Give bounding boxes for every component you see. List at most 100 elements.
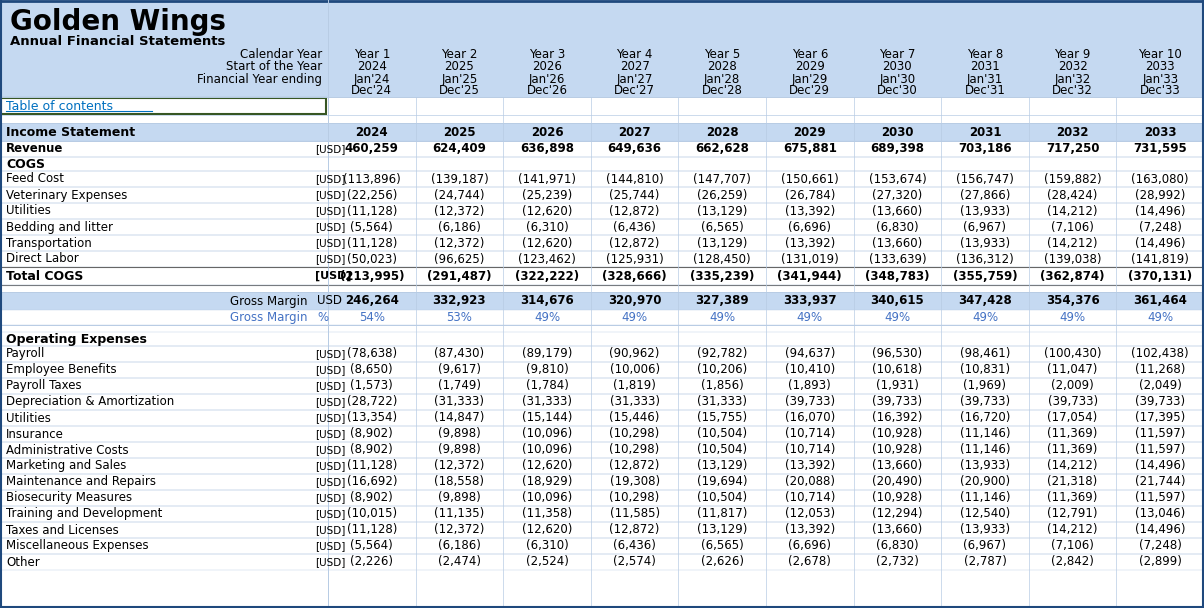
- Text: (15,144): (15,144): [521, 412, 572, 424]
- Text: (11,817): (11,817): [697, 508, 748, 520]
- Bar: [0, 97, 1204, 115]
- Bar: [0, 235, 1204, 251]
- Text: (2,787): (2,787): [963, 556, 1007, 568]
- Text: Year 6: Year 6: [791, 49, 828, 61]
- Text: (6,310): (6,310): [526, 221, 568, 233]
- Text: (13,933): (13,933): [960, 460, 1010, 472]
- Text: (14,212): (14,212): [1047, 523, 1098, 536]
- Text: (102,438): (102,438): [1132, 348, 1190, 361]
- Text: (39,733): (39,733): [873, 395, 922, 409]
- Text: (1,749): (1,749): [438, 379, 480, 393]
- Text: (10,096): (10,096): [521, 443, 572, 457]
- Text: (13,129): (13,129): [697, 523, 748, 536]
- Text: (11,369): (11,369): [1047, 443, 1098, 457]
- Text: 314,676: 314,676: [520, 294, 574, 308]
- Text: (144,810): (144,810): [606, 173, 663, 185]
- Text: (16,720): (16,720): [960, 412, 1010, 424]
- Text: (2,574): (2,574): [613, 556, 656, 568]
- Text: (12,872): (12,872): [609, 460, 660, 472]
- Text: (113,896): (113,896): [343, 173, 401, 185]
- Text: (322,222): (322,222): [515, 269, 579, 283]
- Text: Marketing and Sales: Marketing and Sales: [6, 460, 126, 472]
- Text: (13,354): (13,354): [347, 412, 397, 424]
- Text: (11,128): (11,128): [347, 237, 397, 249]
- Text: Jan'24: Jan'24: [354, 72, 390, 86]
- Text: [USD]: [USD]: [315, 429, 346, 439]
- Text: [USD]: [USD]: [315, 190, 346, 200]
- Text: 332,923: 332,923: [432, 294, 486, 308]
- Text: Year 2: Year 2: [441, 49, 478, 61]
- Text: (136,312): (136,312): [956, 252, 1014, 266]
- Text: 2030: 2030: [883, 61, 913, 74]
- Text: Financial Year ending: Financial Year ending: [197, 72, 321, 86]
- Text: 49%: 49%: [972, 311, 998, 324]
- Text: (13,933): (13,933): [960, 237, 1010, 249]
- Text: (156,747): (156,747): [956, 173, 1014, 185]
- Text: (31,333): (31,333): [697, 395, 748, 409]
- Text: (10,504): (10,504): [697, 491, 748, 505]
- Text: (2,626): (2,626): [701, 556, 744, 568]
- Text: (13,129): (13,129): [697, 460, 748, 472]
- Text: Jan'27: Jan'27: [616, 72, 653, 86]
- Text: (50,023): (50,023): [347, 252, 397, 266]
- Text: (10,206): (10,206): [697, 364, 748, 376]
- Text: (12,372): (12,372): [435, 523, 484, 536]
- Text: (12,372): (12,372): [435, 204, 484, 218]
- Text: Year 10: Year 10: [1138, 49, 1182, 61]
- Text: (153,674): (153,674): [868, 173, 926, 185]
- Text: (31,333): (31,333): [609, 395, 660, 409]
- Text: (10,015): (10,015): [347, 508, 397, 520]
- Text: (15,446): (15,446): [609, 412, 660, 424]
- Text: (7,106): (7,106): [1051, 221, 1094, 233]
- Text: (28,722): (28,722): [347, 395, 397, 409]
- Text: 675,881: 675,881: [783, 142, 837, 156]
- Text: Dec'33: Dec'33: [1140, 85, 1181, 97]
- Text: (1,784): (1,784): [526, 379, 568, 393]
- Text: (213,995): (213,995): [340, 269, 405, 283]
- Text: (9,617): (9,617): [438, 364, 480, 376]
- Text: (14,496): (14,496): [1135, 523, 1186, 536]
- Text: 54%: 54%: [359, 311, 385, 324]
- Text: (6,830): (6,830): [877, 539, 919, 553]
- Text: [USD]: [USD]: [315, 445, 346, 455]
- Bar: [0, 474, 1204, 490]
- Text: (7,248): (7,248): [1139, 221, 1181, 233]
- Text: 2025: 2025: [443, 125, 476, 139]
- Text: (16,070): (16,070): [785, 412, 834, 424]
- Bar: [0, 506, 1204, 522]
- Bar: [0, 554, 1204, 570]
- Text: (8,902): (8,902): [350, 491, 394, 505]
- Text: USD: USD: [317, 294, 342, 308]
- Text: (11,369): (11,369): [1047, 491, 1098, 505]
- Text: (5,564): (5,564): [350, 221, 394, 233]
- Text: (39,733): (39,733): [785, 395, 834, 409]
- Text: (28,992): (28,992): [1135, 188, 1186, 201]
- Text: (19,694): (19,694): [697, 475, 748, 488]
- Text: (8,902): (8,902): [350, 443, 394, 457]
- Text: Dec'32: Dec'32: [1052, 85, 1093, 97]
- Text: (328,666): (328,666): [602, 269, 667, 283]
- Text: Payroll Taxes: Payroll Taxes: [6, 379, 82, 393]
- Text: 49%: 49%: [709, 311, 736, 324]
- Bar: [0, 522, 1204, 538]
- Text: (13,392): (13,392): [785, 237, 834, 249]
- Text: Jan'33: Jan'33: [1143, 72, 1179, 86]
- Text: (2,049): (2,049): [1139, 379, 1181, 393]
- Text: (11,146): (11,146): [960, 427, 1010, 441]
- Text: (10,298): (10,298): [609, 443, 660, 457]
- Bar: [0, 123, 1204, 141]
- Text: Year 7: Year 7: [879, 49, 915, 61]
- Text: Bedding and litter: Bedding and litter: [6, 221, 113, 233]
- Text: 703,186: 703,186: [958, 142, 1011, 156]
- Bar: [0, 490, 1204, 506]
- Bar: [0, 325, 1204, 332]
- Bar: [0, 410, 1204, 426]
- Text: (13,660): (13,660): [872, 237, 922, 249]
- Text: (11,358): (11,358): [523, 508, 572, 520]
- Text: (12,620): (12,620): [521, 204, 572, 218]
- Text: [USD]: [USD]: [315, 397, 346, 407]
- Text: [USD]: [USD]: [315, 461, 346, 471]
- Text: Jan'29: Jan'29: [791, 72, 828, 86]
- Text: Miscellaneous Expenses: Miscellaneous Expenses: [6, 539, 148, 553]
- Text: [USD]: [USD]: [315, 381, 346, 391]
